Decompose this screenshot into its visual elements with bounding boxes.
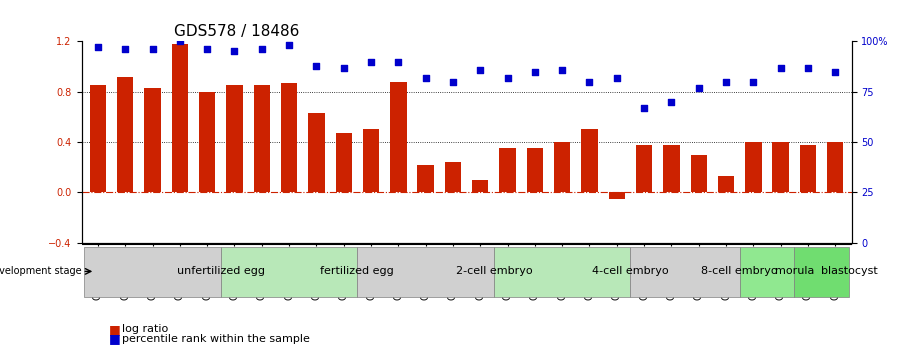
Text: fertilized egg: fertilized egg [321, 266, 394, 276]
Point [118, 47, 132, 52]
Bar [171, 44, 188, 192]
Point [554, 67, 569, 72]
Point [282, 43, 296, 48]
Point [774, 65, 788, 70]
Point [227, 49, 242, 54]
Bar [418, 165, 434, 192]
Text: 4-cell embryo: 4-cell embryo [593, 266, 669, 276]
Bar [773, 142, 789, 192]
Bar [663, 145, 680, 192]
Bar [526, 148, 543, 192]
Text: blastocyst: blastocyst [821, 266, 877, 276]
Point [801, 65, 815, 70]
Bar [609, 192, 625, 199]
Text: GDS578 / 18486: GDS578 / 18486 [174, 24, 299, 39]
Point [610, 75, 624, 80]
Point [473, 67, 487, 72]
Text: development stage: development stage [0, 266, 82, 276]
Point [664, 99, 679, 105]
FancyBboxPatch shape [221, 247, 357, 297]
Bar [718, 176, 734, 192]
Point [718, 79, 733, 85]
Point [746, 79, 760, 85]
Point [255, 47, 269, 52]
FancyBboxPatch shape [357, 247, 494, 297]
Bar [827, 142, 843, 192]
FancyBboxPatch shape [84, 247, 221, 297]
Point [364, 59, 379, 64]
Point [173, 39, 188, 44]
Point [691, 85, 706, 90]
Point [391, 59, 406, 64]
Point [500, 75, 515, 80]
Text: 2-cell embryo: 2-cell embryo [456, 266, 532, 276]
Bar [335, 133, 352, 192]
Bar [472, 180, 488, 192]
Point [336, 65, 351, 70]
Bar [362, 129, 380, 192]
Bar [254, 86, 270, 192]
FancyBboxPatch shape [795, 247, 849, 297]
Point [446, 79, 460, 85]
Bar [745, 142, 762, 192]
Bar [636, 145, 652, 192]
Bar [199, 92, 216, 192]
Point [419, 75, 433, 80]
Point [145, 47, 159, 52]
Text: ■: ■ [109, 323, 120, 336]
Bar [117, 77, 133, 192]
Bar [554, 142, 571, 192]
Point [200, 47, 215, 52]
Text: log ratio: log ratio [122, 325, 169, 334]
Point [527, 69, 542, 74]
Point [637, 105, 651, 110]
FancyBboxPatch shape [739, 247, 795, 297]
Point [309, 63, 323, 68]
Bar [144, 88, 160, 192]
Point [828, 69, 843, 74]
Bar [390, 82, 407, 192]
Text: ■: ■ [109, 332, 120, 345]
Bar [690, 155, 707, 192]
Bar [226, 86, 243, 192]
FancyBboxPatch shape [631, 247, 739, 297]
FancyBboxPatch shape [494, 247, 631, 297]
Bar [445, 162, 461, 192]
Bar [90, 86, 106, 192]
Text: 8-cell embryo: 8-cell embryo [701, 266, 778, 276]
Bar [308, 113, 324, 192]
Text: morula: morula [775, 266, 814, 276]
Point [91, 45, 105, 50]
Bar [800, 145, 816, 192]
Bar [582, 129, 598, 192]
Bar [499, 148, 516, 192]
Text: percentile rank within the sample: percentile rank within the sample [122, 334, 310, 344]
Text: unfertilized egg: unfertilized egg [177, 266, 265, 276]
Bar [281, 83, 297, 192]
Point [583, 79, 597, 85]
